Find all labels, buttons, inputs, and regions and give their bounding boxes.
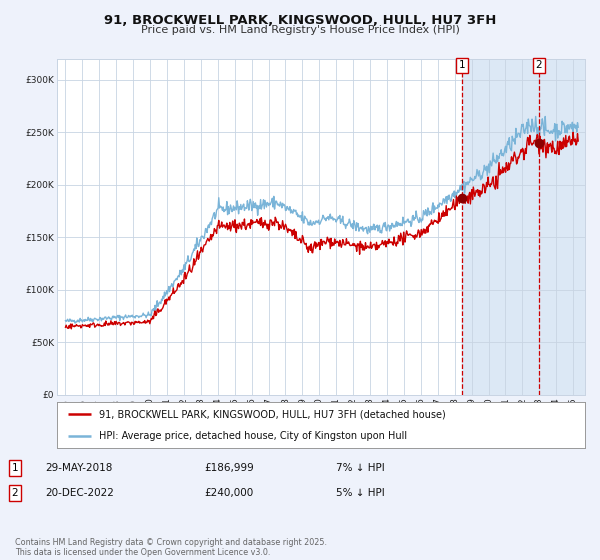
Text: 20-DEC-2022: 20-DEC-2022 — [45, 488, 114, 498]
Text: HPI: Average price, detached house, City of Kingston upon Hull: HPI: Average price, detached house, City… — [99, 431, 407, 441]
Text: 5% ↓ HPI: 5% ↓ HPI — [336, 488, 385, 498]
Text: Contains HM Land Registry data © Crown copyright and database right 2025.
This d: Contains HM Land Registry data © Crown c… — [15, 538, 327, 557]
Text: 29-MAY-2018: 29-MAY-2018 — [45, 463, 112, 473]
Text: 1: 1 — [11, 463, 19, 473]
Text: £186,999: £186,999 — [204, 463, 254, 473]
Bar — [462, 59, 585, 395]
Text: 1: 1 — [458, 60, 465, 71]
Text: 91, BROCKWELL PARK, KINGSWOOD, HULL, HU7 3FH: 91, BROCKWELL PARK, KINGSWOOD, HULL, HU7… — [104, 14, 496, 27]
Text: 2: 2 — [11, 488, 19, 498]
Text: Price paid vs. HM Land Registry's House Price Index (HPI): Price paid vs. HM Land Registry's House … — [140, 25, 460, 35]
Text: 7% ↓ HPI: 7% ↓ HPI — [336, 463, 385, 473]
Text: 2: 2 — [535, 60, 542, 71]
Text: £240,000: £240,000 — [204, 488, 253, 498]
Text: 91, BROCKWELL PARK, KINGSWOOD, HULL, HU7 3FH (detached house): 91, BROCKWELL PARK, KINGSWOOD, HULL, HU7… — [99, 409, 446, 419]
